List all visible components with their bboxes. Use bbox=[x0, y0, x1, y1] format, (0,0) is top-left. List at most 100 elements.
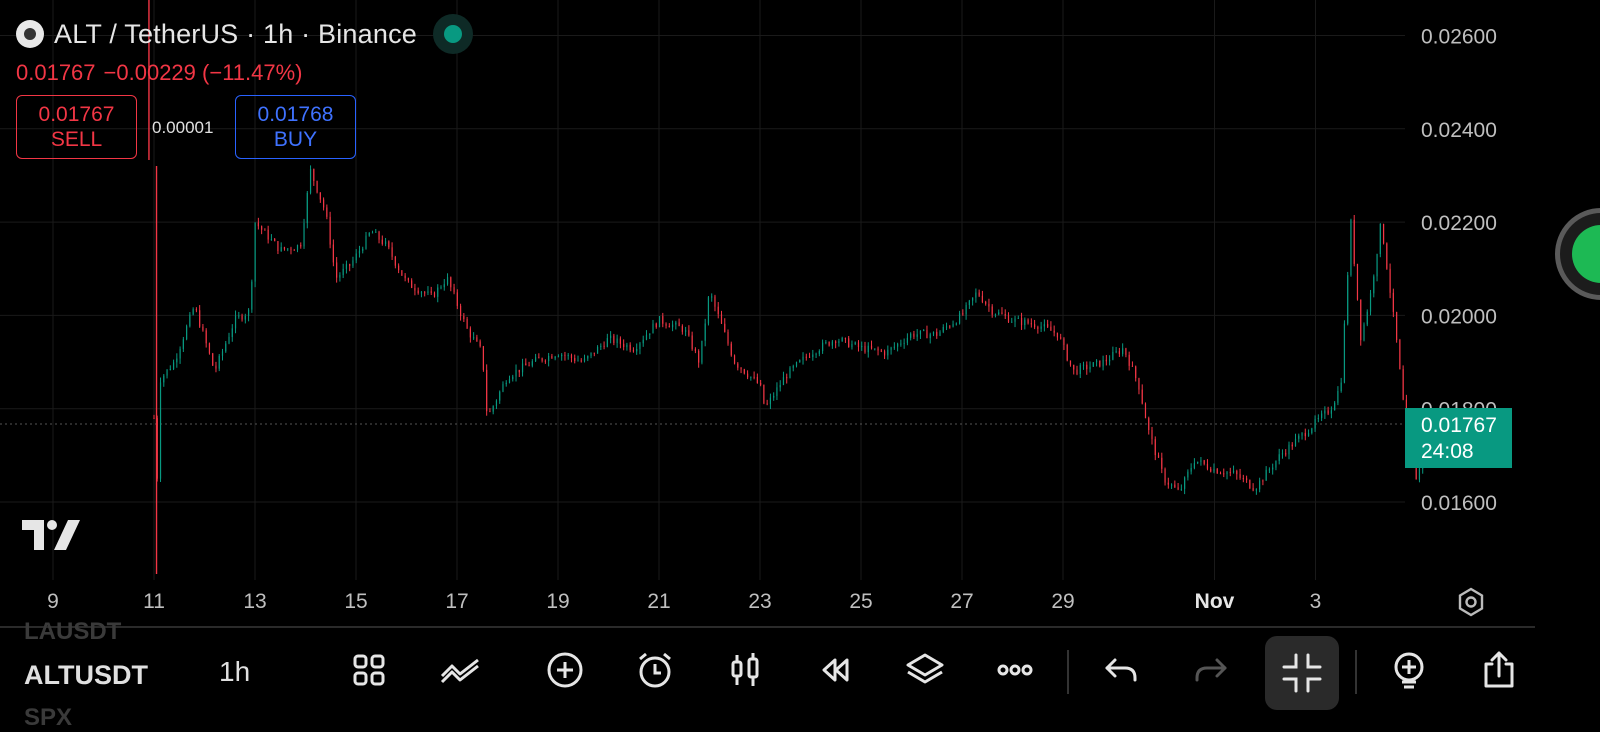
candle-body bbox=[867, 345, 869, 353]
buy-button[interactable]: 0.01768 BUY bbox=[235, 95, 356, 159]
tradingview-logo-icon[interactable] bbox=[22, 518, 82, 557]
collapse-icon[interactable] bbox=[1265, 636, 1339, 710]
candle-body bbox=[893, 346, 895, 348]
idea-icon[interactable] bbox=[1387, 648, 1431, 692]
candle-body bbox=[221, 351, 224, 356]
candle-body bbox=[619, 338, 621, 344]
candle-body bbox=[1294, 438, 1297, 447]
candle-body bbox=[936, 331, 938, 336]
candle-body bbox=[1095, 360, 1098, 363]
candle-body bbox=[283, 247, 286, 250]
candle-body bbox=[238, 315, 240, 317]
layers-icon[interactable] bbox=[903, 648, 947, 692]
candle-body bbox=[251, 281, 253, 310]
candle-body bbox=[1007, 315, 1010, 323]
candle-body bbox=[274, 238, 276, 242]
candle-body bbox=[877, 348, 879, 351]
replay-icon[interactable] bbox=[813, 648, 857, 692]
candle-body bbox=[482, 346, 485, 370]
candle-body bbox=[1210, 468, 1212, 472]
candle-body bbox=[427, 291, 429, 293]
candle-body bbox=[733, 355, 736, 364]
candle-body bbox=[172, 362, 175, 370]
candle-body bbox=[1092, 362, 1094, 367]
candle-body bbox=[1017, 317, 1019, 319]
candle-body bbox=[1037, 327, 1039, 329]
chart-settings-icon[interactable] bbox=[1455, 586, 1487, 623]
candle-body bbox=[1392, 292, 1394, 312]
candle-body bbox=[1360, 299, 1362, 341]
apps-grid-icon[interactable] bbox=[347, 648, 391, 692]
sell-button[interactable]: 0.01767 SELL bbox=[16, 95, 137, 159]
price-tick-label: 0.02600 bbox=[1421, 26, 1497, 49]
price-chart[interactable]: 0.026000.024000.022000.020000.018000.016… bbox=[0, 0, 1600, 630]
candle-body bbox=[336, 262, 338, 278]
candle-body bbox=[1128, 354, 1130, 366]
candle-body bbox=[1281, 453, 1284, 455]
candle-body bbox=[1350, 219, 1352, 276]
candle-body bbox=[844, 337, 847, 339]
candle-body bbox=[991, 306, 993, 315]
add-circle-icon[interactable] bbox=[543, 648, 587, 692]
candle-body bbox=[662, 316, 664, 324]
candles-icon[interactable] bbox=[723, 648, 767, 692]
more-icon[interactable] bbox=[993, 648, 1037, 692]
candle-body bbox=[404, 275, 406, 279]
candle-body bbox=[1226, 472, 1228, 475]
candle-body bbox=[707, 297, 710, 324]
candle-body bbox=[1275, 460, 1277, 468]
candle-body bbox=[1379, 223, 1381, 255]
candle-body bbox=[270, 238, 273, 240]
trend-line-icon[interactable] bbox=[438, 648, 482, 692]
candle-body bbox=[205, 330, 207, 344]
candle-body bbox=[326, 207, 328, 217]
share-icon[interactable] bbox=[1477, 648, 1521, 692]
candle-body bbox=[463, 315, 465, 320]
candle-body bbox=[1063, 338, 1065, 345]
candle-body bbox=[551, 355, 553, 359]
candle-body bbox=[897, 343, 899, 347]
candle-body bbox=[1135, 366, 1137, 379]
candle-body bbox=[391, 247, 393, 257]
candle-body bbox=[247, 309, 250, 316]
candle-body bbox=[424, 292, 426, 294]
candle-body bbox=[1050, 326, 1052, 331]
candle-body bbox=[199, 310, 201, 327]
candle-body bbox=[1314, 419, 1316, 429]
candle-body bbox=[623, 343, 625, 348]
candle-body bbox=[570, 355, 573, 358]
candle-body bbox=[874, 348, 876, 350]
candle-body bbox=[737, 363, 739, 368]
undo-icon[interactable] bbox=[1099, 648, 1143, 692]
buy-price: 0.01768 bbox=[257, 103, 334, 126]
candle-body bbox=[212, 353, 214, 366]
alarm-clock-icon[interactable] bbox=[633, 648, 677, 692]
candle-body bbox=[567, 355, 569, 357]
candle-body bbox=[753, 376, 755, 378]
candle-body bbox=[1020, 317, 1023, 326]
candle-body bbox=[1112, 351, 1114, 360]
candle-body bbox=[345, 264, 348, 269]
interval-selector[interactable]: 1h bbox=[219, 656, 251, 687]
candle-body bbox=[401, 270, 403, 276]
symbol-selector[interactable]: ALTUSDT bbox=[24, 660, 148, 690]
candle-body bbox=[945, 326, 948, 328]
candle-body bbox=[1245, 478, 1248, 481]
redo-icon[interactable] bbox=[1189, 648, 1233, 692]
candle-body bbox=[169, 369, 171, 371]
candle-body bbox=[939, 331, 941, 336]
candle-body bbox=[890, 347, 892, 350]
time-tick-label: 23 bbox=[748, 590, 771, 613]
candle-body bbox=[776, 387, 778, 396]
candle-body bbox=[1311, 428, 1313, 434]
candle-body bbox=[1030, 323, 1032, 325]
symbol-previous[interactable]: LAUSDT bbox=[24, 618, 122, 645]
current-price-tag: 0.01767 24:08 bbox=[1405, 408, 1512, 468]
candle-body bbox=[1043, 324, 1045, 327]
time-tick-label: 25 bbox=[849, 590, 872, 613]
symbol-next[interactable]: SPX bbox=[24, 704, 73, 731]
chart-title[interactable]: ALT / TetherUS · 1h · Binance bbox=[54, 18, 417, 49]
candle-body bbox=[1216, 468, 1218, 474]
price-tick-label: 0.02400 bbox=[1421, 119, 1497, 142]
candle-body bbox=[433, 292, 436, 297]
